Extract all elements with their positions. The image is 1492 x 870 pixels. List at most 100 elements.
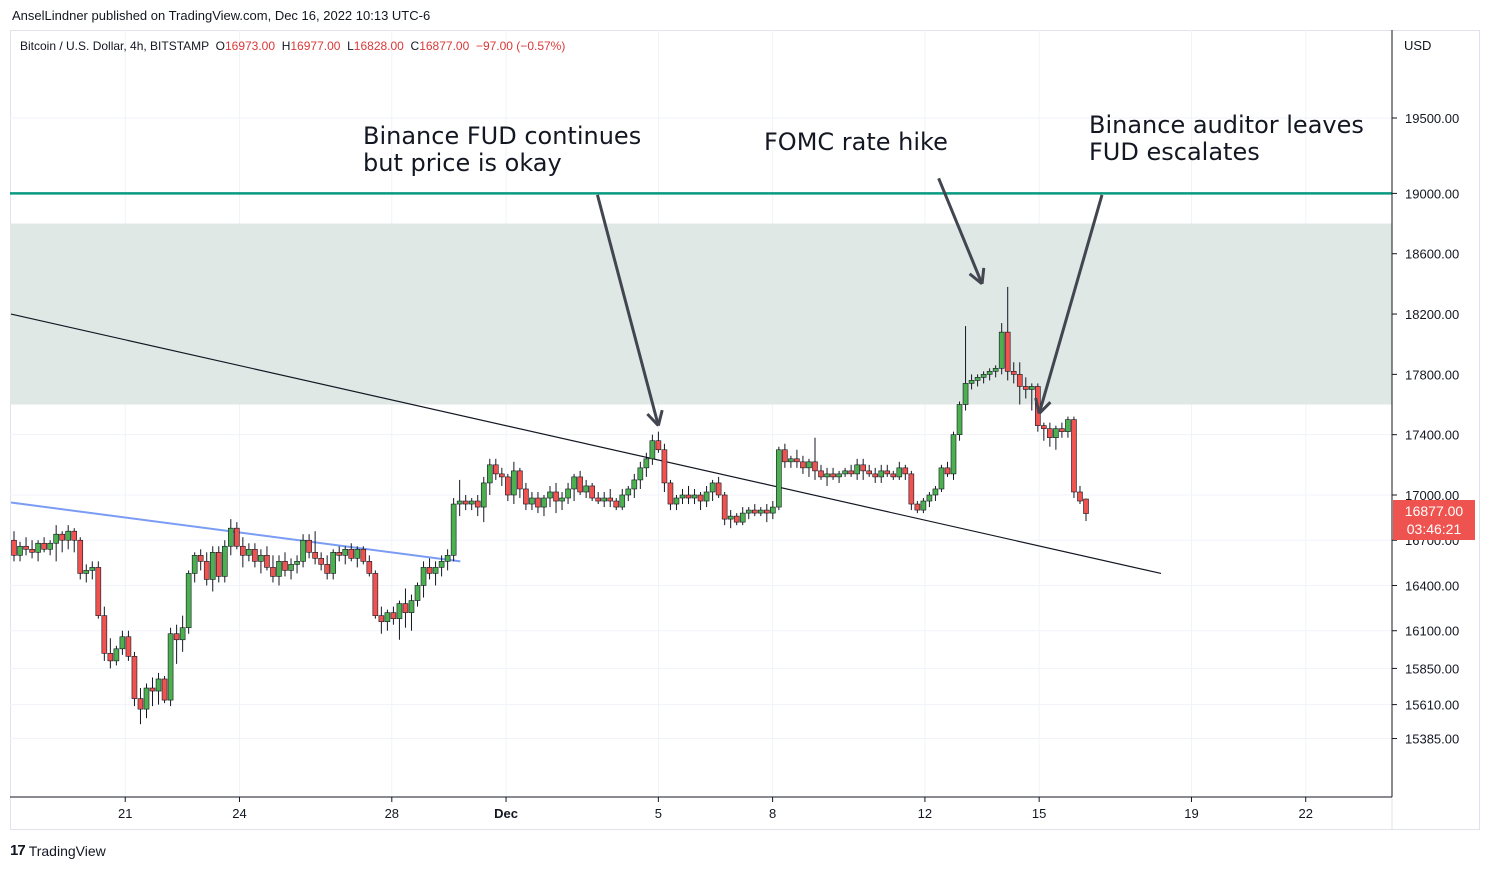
candle[interactable] — [306, 534, 312, 559]
candle[interactable] — [667, 479, 674, 511]
candle[interactable] — [348, 543, 355, 562]
candle[interactable] — [571, 473, 577, 502]
candle[interactable] — [167, 627, 174, 707]
candle[interactable] — [155, 672, 162, 705]
candle[interactable] — [830, 467, 836, 480]
candle[interactable] — [71, 528, 78, 553]
candle[interactable] — [65, 525, 72, 550]
candle[interactable] — [956, 401, 963, 441]
candle[interactable] — [276, 555, 282, 586]
candle[interactable] — [962, 326, 969, 411]
candle[interactable] — [565, 482, 571, 505]
candle[interactable] — [703, 485, 710, 508]
candle[interactable] — [390, 606, 397, 625]
candle[interactable] — [757, 507, 764, 517]
candle[interactable] — [324, 555, 330, 580]
candle[interactable] — [264, 546, 270, 571]
candle[interactable] — [149, 677, 156, 707]
tradingview-logo[interactable]: 17 TradingView — [10, 842, 106, 859]
candle[interactable] — [679, 488, 686, 505]
candle[interactable] — [1071, 416, 1077, 499]
candle[interactable] — [228, 519, 234, 556]
candle[interactable] — [607, 488, 614, 508]
candle[interactable] — [1004, 286, 1011, 381]
candle[interactable] — [270, 555, 276, 583]
candle[interactable] — [818, 464, 824, 480]
candle[interactable] — [462, 495, 469, 511]
candle[interactable] — [751, 504, 758, 517]
candle[interactable] — [336, 546, 343, 562]
candle[interactable] — [583, 479, 589, 499]
candle[interactable] — [788, 455, 794, 468]
candle[interactable] — [992, 365, 999, 378]
candle[interactable] — [613, 498, 620, 511]
candle[interactable] — [673, 495, 680, 511]
candle[interactable] — [83, 564, 90, 583]
candle[interactable] — [878, 464, 885, 483]
candle[interactable] — [252, 543, 258, 568]
candle[interactable] — [1083, 498, 1089, 521]
candle[interactable] — [998, 323, 1005, 375]
candle[interactable] — [294, 555, 300, 574]
candle[interactable] — [697, 491, 704, 511]
candle[interactable] — [745, 507, 752, 520]
candle[interactable] — [794, 449, 800, 468]
candle[interactable] — [474, 495, 481, 517]
candle[interactable] — [577, 470, 583, 495]
candle[interactable] — [824, 467, 830, 486]
candle[interactable] — [872, 467, 879, 483]
candle[interactable] — [1028, 383, 1035, 411]
candle[interactable] — [890, 470, 897, 480]
candle[interactable] — [553, 482, 559, 514]
candle[interactable] — [932, 485, 939, 502]
candle[interactable] — [209, 546, 216, 592]
candle[interactable] — [739, 507, 746, 526]
candle[interactable] — [234, 522, 240, 550]
candle[interactable] — [318, 552, 324, 571]
candle[interactable] — [938, 464, 945, 492]
candle[interactable] — [595, 491, 601, 505]
candle[interactable] — [1010, 362, 1017, 384]
candle[interactable] — [89, 561, 96, 580]
candle[interactable] — [197, 549, 204, 571]
candle[interactable] — [240, 537, 246, 568]
candle[interactable] — [715, 476, 722, 499]
candle[interactable] — [426, 558, 433, 580]
candle[interactable] — [23, 537, 29, 556]
candle[interactable] — [258, 549, 264, 574]
candle[interactable] — [125, 630, 132, 661]
candle[interactable] — [968, 374, 975, 390]
candle[interactable] — [950, 431, 957, 480]
candle[interactable] — [685, 485, 692, 505]
candle[interactable] — [59, 531, 65, 553]
candle[interactable] — [535, 491, 541, 514]
candle[interactable] — [300, 534, 306, 568]
candle[interactable] — [770, 501, 776, 520]
candle[interactable] — [420, 561, 427, 598]
candle[interactable] — [161, 675, 168, 704]
candle[interactable] — [414, 582, 421, 607]
candle[interactable] — [396, 600, 403, 640]
candle[interactable] — [221, 540, 228, 583]
candle[interactable] — [1053, 425, 1059, 450]
candle[interactable] — [312, 531, 318, 565]
candle[interactable] — [203, 552, 210, 586]
candle[interactable] — [101, 606, 108, 661]
candle[interactable] — [1065, 416, 1071, 438]
candle[interactable] — [619, 488, 626, 511]
candle[interactable] — [601, 491, 608, 508]
candle[interactable] — [655, 431, 662, 453]
candle[interactable] — [860, 458, 866, 480]
candle[interactable] — [1016, 362, 1023, 405]
candle[interactable] — [173, 624, 180, 664]
candle[interactable] — [649, 434, 656, 465]
candle[interactable] — [450, 498, 457, 562]
candle[interactable] — [1022, 377, 1029, 399]
candle[interactable] — [776, 446, 782, 511]
candle[interactable] — [360, 546, 367, 565]
candle[interactable] — [944, 461, 951, 477]
candle[interactable] — [119, 630, 126, 655]
candle[interactable] — [511, 461, 517, 505]
candle[interactable] — [812, 437, 818, 480]
candle[interactable] — [884, 464, 891, 477]
